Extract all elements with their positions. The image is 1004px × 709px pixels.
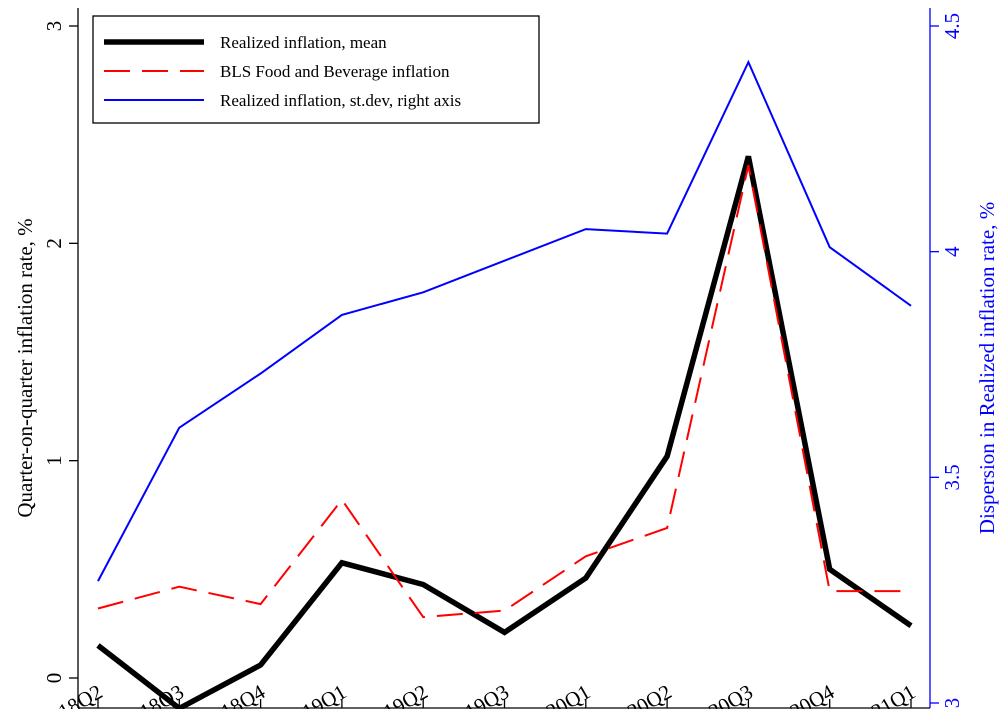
y-tick-label-right: 3.5 [940, 464, 964, 490]
legend-label: Realized inflation, st.dev, right axis [220, 91, 461, 110]
series-line-0 [96, 155, 913, 709]
y-axis-title-left: Quarter-on-quarter inflation rate, % [13, 218, 37, 517]
x-tick-label: 2019Q3 [442, 680, 513, 709]
x-tick-label: 2020Q2 [605, 680, 676, 709]
y-axis-title-right: Dispersion in Realized inflation rate, % [975, 202, 999, 534]
series-line-1 [97, 164, 911, 619]
y-tick-label-left: 1 [42, 455, 66, 466]
x-tick-label: 2020Q4 [768, 679, 839, 709]
x-tick-label: 2021Q1 [849, 680, 920, 709]
y-tick-label-left: 0 [42, 673, 66, 684]
legend: Realized inflation, mean BLS Food and Bev… [92, 15, 540, 124]
y-tick-label-right: 4 [940, 246, 964, 257]
series-group [96, 59, 913, 709]
series-line-2 [97, 59, 912, 582]
y-tick-label-right: 4.5 [940, 13, 964, 39]
legend-label: BLS Food and Beverage inflation [220, 62, 450, 81]
legend-label: Realized inflation, mean [220, 33, 387, 52]
x-tick-label: 2019Q2 [361, 680, 432, 709]
legend-box [92, 15, 540, 124]
y-tick-label-left: 3 [42, 21, 66, 32]
x-tick-label: 2020Q3 [686, 680, 757, 709]
y-tick-label-right: 3 [940, 698, 964, 709]
y-tick-label-left: 2 [42, 238, 66, 249]
x-tick-label: 2020Q1 [524, 680, 595, 709]
x-tick-label: 2019Q1 [280, 680, 351, 709]
